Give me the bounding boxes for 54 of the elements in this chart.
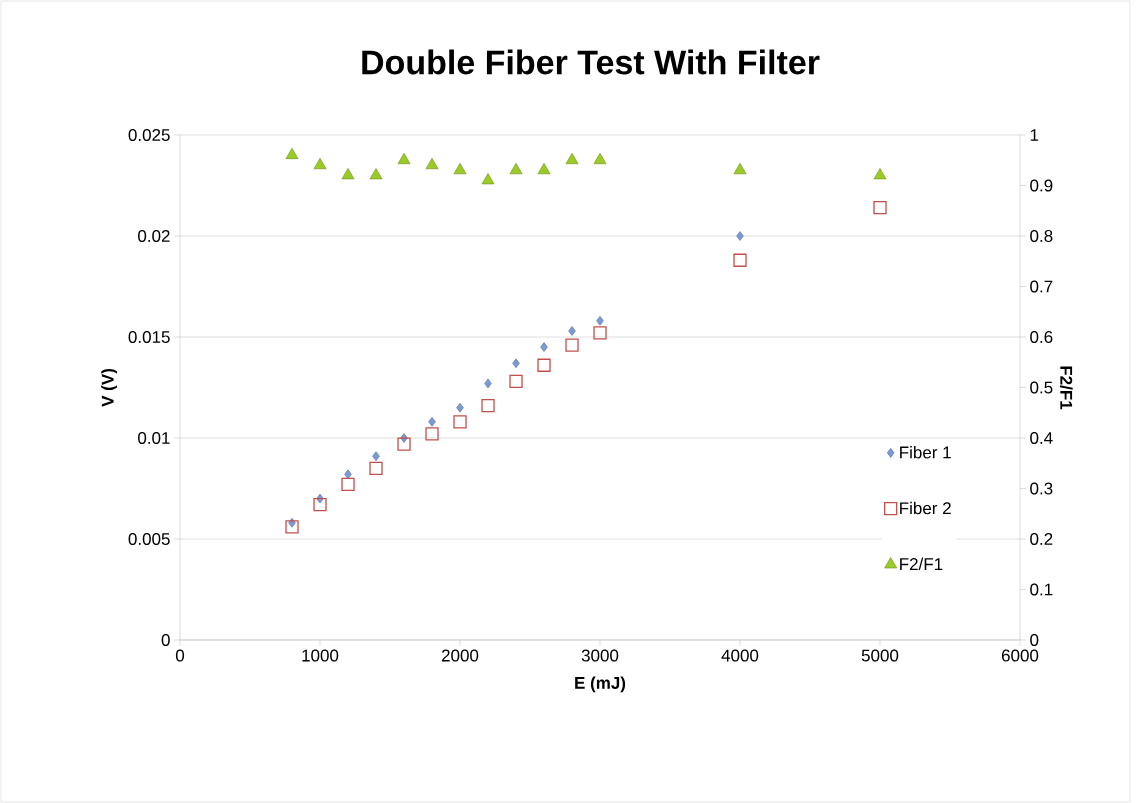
y-tick-label: 0.01 bbox=[138, 431, 170, 445]
point bbox=[540, 342, 548, 352]
point bbox=[372, 451, 380, 461]
point bbox=[341, 477, 355, 492]
y2-tick-label: 0.7 bbox=[1030, 280, 1053, 293]
x-tick-label: 3000 bbox=[581, 649, 619, 662]
point bbox=[369, 461, 383, 475]
y-tick-label: 0.02 bbox=[138, 229, 170, 243]
legend-label: F2/F1 bbox=[900, 557, 943, 571]
legend-label: Fiber 2 bbox=[900, 501, 951, 515]
y2-axis-title: F2/F1 bbox=[1060, 366, 1073, 410]
x-tick-label: 5000 bbox=[861, 649, 899, 662]
y2-tick-label: 1 bbox=[1030, 129, 1039, 141]
x-tick-label: 1000 bbox=[302, 649, 339, 662]
x-tick-label: 0 bbox=[175, 649, 185, 662]
point bbox=[596, 316, 604, 326]
point bbox=[873, 201, 887, 215]
y2-tick-label: 0.1 bbox=[1030, 583, 1053, 596]
x-axis-title: E (mJ) bbox=[575, 676, 626, 693]
y2-tick-label: 0 bbox=[1030, 633, 1039, 647]
y-axis-title: V (V) bbox=[101, 368, 118, 407]
y2-tick-label: 0.2 bbox=[1030, 532, 1053, 546]
x-tick-label: 6000 bbox=[1001, 649, 1039, 662]
y2-tick-label: 0.3 bbox=[1030, 482, 1053, 495]
point bbox=[453, 415, 467, 429]
point bbox=[512, 358, 520, 369]
point bbox=[565, 338, 579, 352]
y-tick-label: 0.005 bbox=[128, 532, 170, 546]
x-tick-label: 4000 bbox=[721, 649, 759, 662]
point bbox=[428, 417, 436, 427]
point bbox=[313, 498, 327, 512]
y2-tick-label: 0.8 bbox=[1030, 229, 1053, 243]
legend-label: Fiber 1 bbox=[900, 445, 951, 459]
point bbox=[484, 378, 492, 389]
point bbox=[568, 326, 576, 336]
point bbox=[733, 253, 747, 267]
point bbox=[456, 402, 464, 413]
y2-tick-label: 0.5 bbox=[1030, 381, 1053, 394]
y-tick-label: 0.025 bbox=[128, 128, 170, 142]
x-tick-label: 2000 bbox=[441, 649, 479, 662]
y2-tick-label: 0.6 bbox=[1030, 330, 1053, 344]
point bbox=[285, 520, 299, 534]
y-tick-label: 0.015 bbox=[128, 330, 170, 344]
point bbox=[537, 358, 551, 372]
point bbox=[736, 231, 744, 241]
point bbox=[509, 374, 523, 389]
y-tick-label: 0 bbox=[161, 633, 170, 647]
point bbox=[425, 427, 439, 441]
y2-tick-label: 0.4 bbox=[1030, 431, 1053, 445]
chart-title: Double Fiber Test With Filter bbox=[362, 49, 820, 75]
y2-tick-label: 0.9 bbox=[1030, 179, 1053, 192]
point bbox=[397, 437, 411, 451]
point bbox=[481, 399, 495, 413]
point bbox=[593, 326, 607, 340]
